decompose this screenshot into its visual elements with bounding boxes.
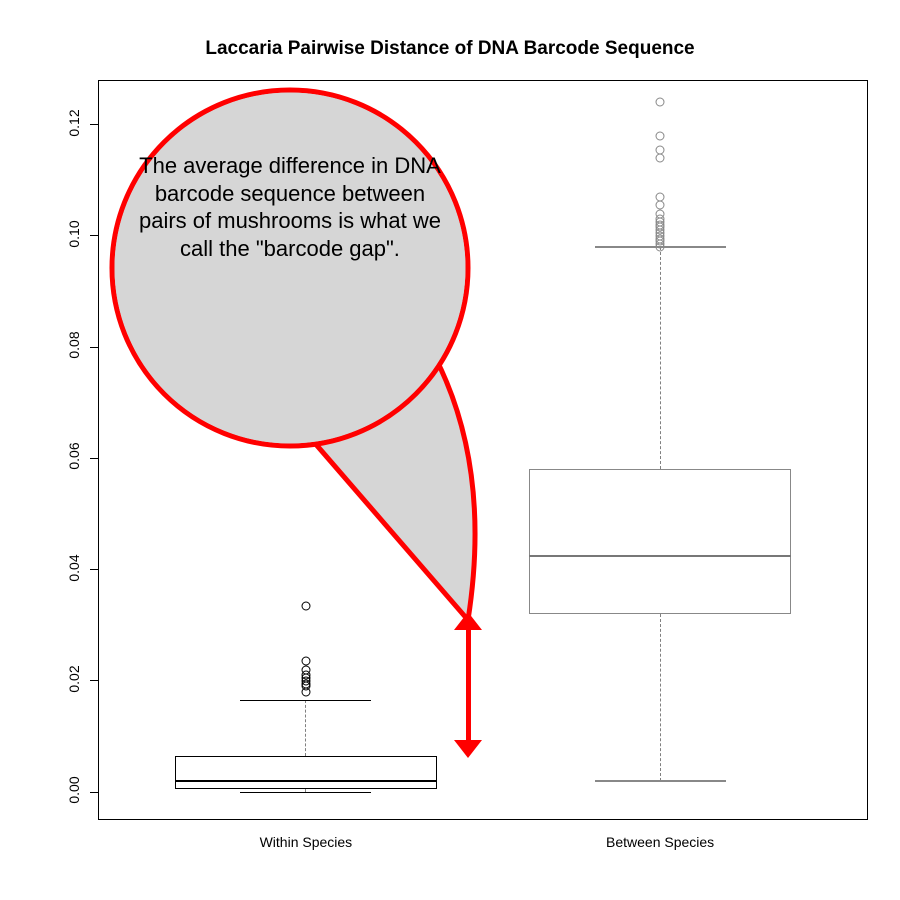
gap-arrow-line xyxy=(466,623,471,748)
whisker-low xyxy=(660,614,661,781)
outlier xyxy=(656,153,665,162)
ytick-mark xyxy=(90,458,98,459)
median-line xyxy=(529,555,791,557)
ytick-label: 0.08 xyxy=(66,325,82,365)
box-rect xyxy=(175,756,437,789)
gap-arrow-head-down xyxy=(454,740,482,758)
whisker-cap-low xyxy=(595,780,726,781)
outlier xyxy=(656,209,665,218)
ytick-label: 0.06 xyxy=(66,436,82,476)
outlier xyxy=(656,131,665,140)
ytick-mark xyxy=(90,680,98,681)
speech-bubble-text: The average difference in DNA barcode se… xyxy=(139,152,442,262)
ytick-mark xyxy=(90,235,98,236)
ytick-mark xyxy=(90,347,98,348)
outlier xyxy=(656,201,665,210)
whisker-high xyxy=(660,247,661,470)
xcat-label: Within Species xyxy=(260,834,353,850)
chart-canvas: Laccaria Pairwise Distance of DNA Barcod… xyxy=(0,0,900,900)
outlier xyxy=(656,145,665,154)
outlier xyxy=(301,665,310,674)
ytick-label: 0.10 xyxy=(66,214,82,254)
whisker-high xyxy=(305,700,306,756)
chart-title: Laccaria Pairwise Distance of DNA Barcod… xyxy=(0,38,900,60)
median-line xyxy=(175,780,437,782)
ytick-label: 0.00 xyxy=(66,770,82,810)
outlier xyxy=(656,192,665,201)
ytick-mark xyxy=(90,792,98,793)
whisker-cap-high xyxy=(240,700,371,701)
ytick-label: 0.02 xyxy=(66,659,82,699)
box-rect xyxy=(529,469,791,614)
ytick-mark xyxy=(90,124,98,125)
outlier xyxy=(656,98,665,107)
whisker-cap-low xyxy=(240,792,371,793)
ytick-label: 0.12 xyxy=(66,103,82,143)
ytick-mark xyxy=(90,569,98,570)
xcat-label: Between Species xyxy=(606,834,714,850)
ytick-label: 0.04 xyxy=(66,548,82,588)
outlier xyxy=(301,601,310,610)
outlier xyxy=(301,657,310,666)
gap-arrow-head-up xyxy=(454,612,482,630)
